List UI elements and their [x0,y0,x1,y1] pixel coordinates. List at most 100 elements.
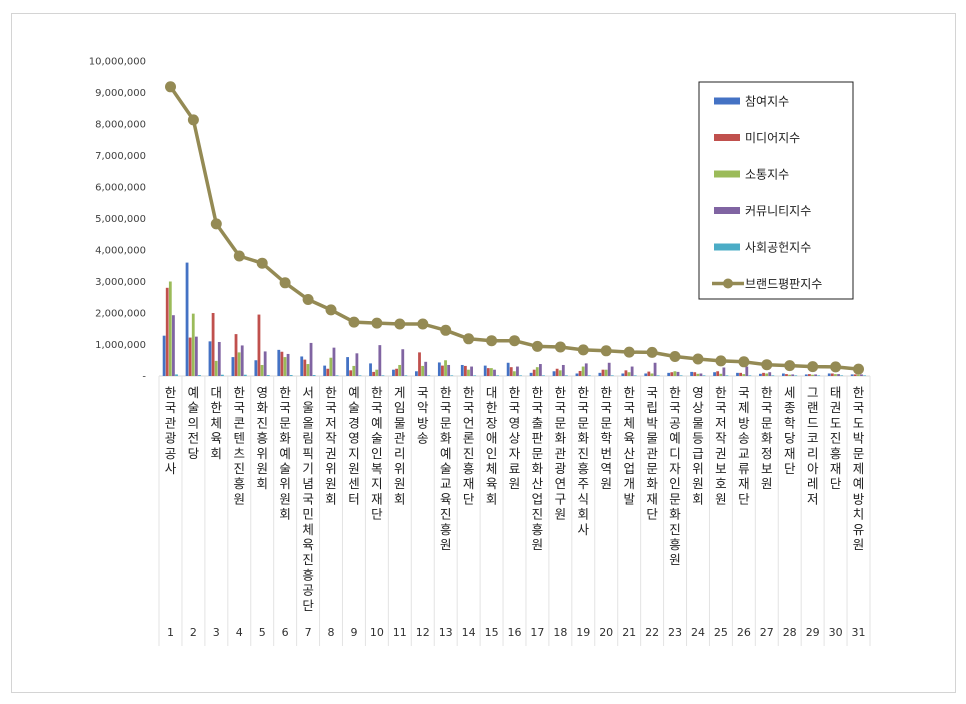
rank-label: 20 [599,626,613,639]
bar-참여지수 [300,356,304,376]
line-point [187,114,199,126]
bar-커뮤니티지수 [814,374,818,376]
bar-소통지수 [834,374,837,376]
bar-참여지수 [437,362,441,376]
line-point [509,335,520,347]
bar-참여지수 [415,371,418,376]
bar-커뮤니티지수 [676,371,680,376]
legend-swatch [714,134,740,141]
bar-미디어지수 [395,368,398,376]
legend-label: 커뮤니티지수 [745,204,811,218]
rank-label: 13 [439,626,453,639]
bar-미디어지수 [624,370,628,376]
legend-label: 사회공헌지수 [745,241,811,255]
line-point [807,361,819,373]
bar-커뮤니티지수 [309,342,313,376]
bar-소통지수 [604,369,608,376]
line-point [440,324,452,336]
y-tick-label: 5,000,000 [95,214,146,225]
line-point [165,81,176,93]
line-point [784,360,796,372]
bar-소통지수 [168,281,172,376]
bar-소통지수 [191,313,195,376]
line-point [554,341,566,353]
bar-소통지수 [581,366,585,376]
bar-사회공헌지수 [358,375,362,376]
legend-swatch [714,97,740,105]
line-point [256,257,268,269]
line-point [600,345,612,357]
rank-label: 30 [829,626,843,639]
bar-커뮤니티지수 [217,341,221,376]
bar-소통지수 [673,371,677,376]
line-point [394,318,406,330]
rank-label: 17 [530,626,544,639]
bar-소통지수 [214,360,218,376]
bar-사회공헌지수 [496,375,500,376]
bar-미디어지수 [578,370,582,376]
bar-커뮤니티지수 [378,345,382,376]
bar-미디어지수 [853,374,857,376]
bar-참여지수 [552,371,556,376]
bar-커뮤니티지수 [172,315,175,376]
bar-미디어지수 [670,372,674,376]
line-point [279,277,291,289]
bar-참여지수 [506,362,510,376]
line-point [623,346,635,358]
bar-사회공헌지수 [335,375,339,376]
bar-사회공헌지수 [175,374,178,376]
bar-참여지수 [346,357,349,376]
bar-미디어지수 [555,368,559,376]
line-point [531,340,543,352]
bar-사회공헌지수 [381,375,385,376]
line-point [646,346,658,358]
y-tick-label: 4,000,000 [95,246,146,257]
line-point [348,316,360,328]
bar-참여지수 [575,373,579,376]
bar-소통지수 [696,373,700,376]
bar-커뮤니티지수 [561,364,565,376]
bar-소통지수 [856,374,860,376]
bar-커뮤니티지수 [493,369,496,376]
line-point [371,317,383,329]
y-tick-label: 8,000,000 [95,120,146,131]
bar-미디어지수 [509,367,513,376]
bar-미디어지수 [716,371,720,376]
line-point [325,304,337,316]
bar-미디어지수 [349,370,353,376]
bar-소통지수 [627,372,631,376]
rank-label: 15 [485,626,499,639]
rank-label: 7 [305,626,312,639]
bar-미디어지수 [280,351,284,376]
bar-사회공헌지수 [220,374,224,376]
bar-미디어지수 [234,334,238,376]
bar-커뮤니티지수 [630,366,634,376]
rank-label: 24 [691,626,705,639]
line-point [830,361,842,373]
bar-사회공헌지수 [748,375,752,376]
bar-커뮤니티지수 [837,374,840,376]
bar-참여지수 [254,360,258,376]
bar-미디어지수 [188,337,192,376]
line-point [463,333,475,345]
bar-커뮤니티지수 [401,349,405,376]
line-point [417,318,429,330]
legend-swatch [714,207,740,214]
bar-커뮤니티지수 [538,364,542,376]
legend-label: 참여지수 [745,95,789,109]
bar-미디어지수 [257,314,261,376]
bar-미디어지수 [326,368,330,376]
rank-label: 14 [462,626,476,639]
bar-소통지수 [260,364,264,376]
y-tick-label: - [142,372,146,383]
legend-label: 소통지수 [745,168,789,182]
bar-참여지수 [759,373,762,376]
bar-사회공헌지수 [840,375,844,376]
bar-커뮤니티지수 [263,351,267,376]
